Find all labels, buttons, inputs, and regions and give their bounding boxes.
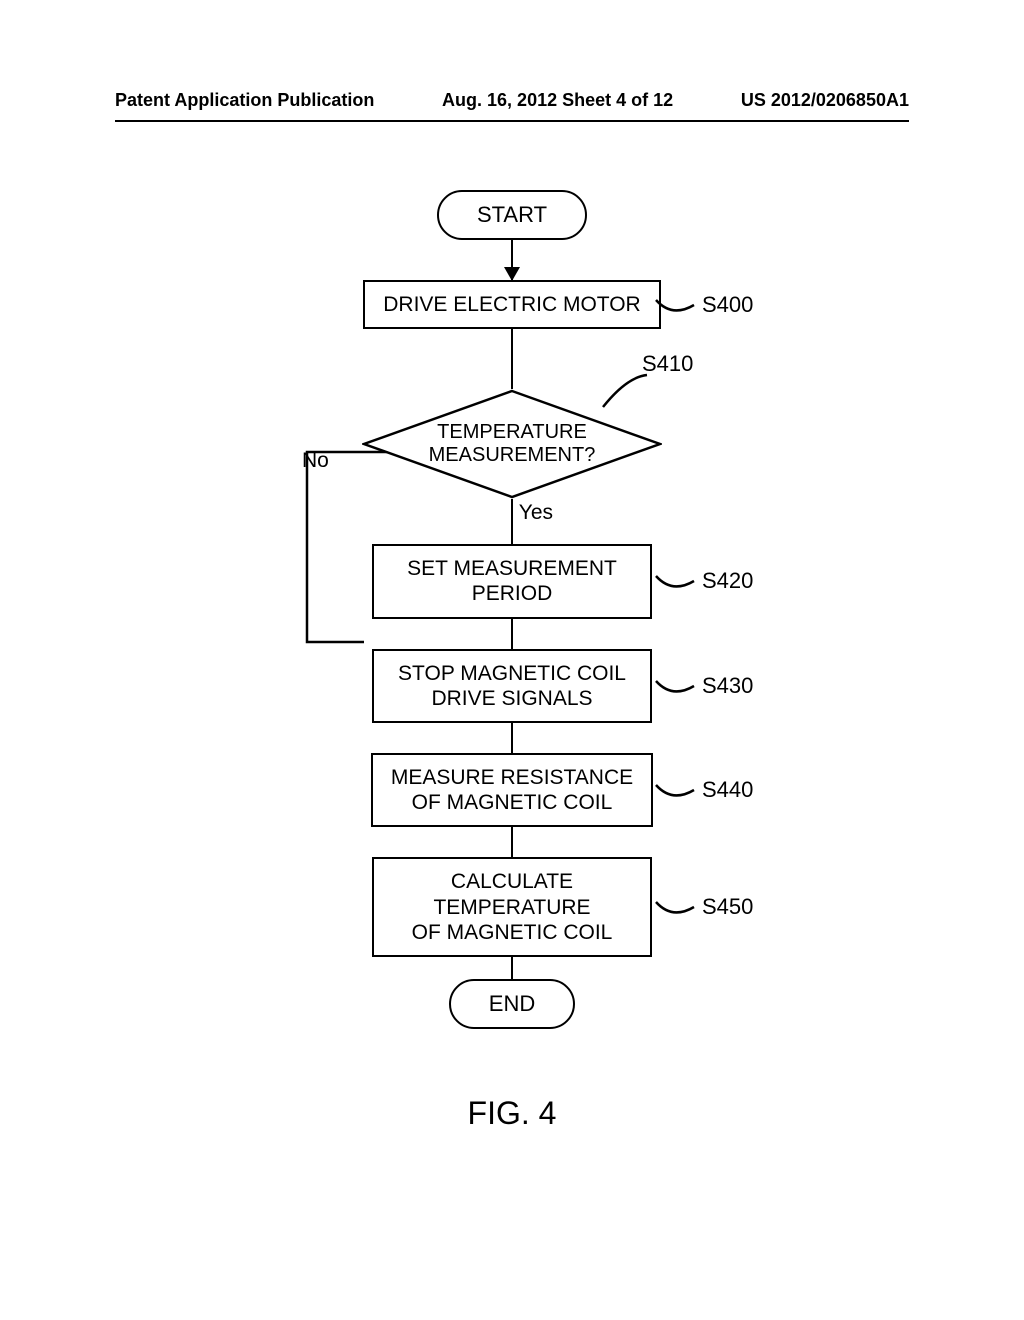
s430-line2: DRIVE SIGNALS (431, 687, 592, 710)
arrowhead-icon (504, 267, 520, 281)
yes-label: Yes (519, 501, 553, 525)
s450-row: CALCULATE TEMPERATURE OF MAGNETIC COIL S… (0, 857, 1024, 957)
s430-process: STOP MAGNETIC COIL DRIVE SIGNALS (372, 649, 652, 723)
connector-s440-s450 (511, 827, 514, 857)
s400-process: DRIVE ELECTRIC MOTOR (363, 280, 660, 329)
s410-line1: TEMPERATURE (437, 421, 587, 443)
s430-label: S430 (702, 673, 753, 699)
start-row: START (0, 190, 1024, 240)
header-center: Aug. 16, 2012 Sheet 4 of 12 (442, 90, 673, 111)
s450-line3: OF MAGNETIC COIL (412, 921, 613, 944)
s440-line2: OF MAGNETIC COIL (412, 791, 613, 814)
s410-line2: MEASUREMENT? (429, 444, 596, 466)
s410-text: TEMPERATURE MEASUREMENT? (429, 421, 596, 467)
s440-row: MEASURE RESISTANCE OF MAGNETIC COIL S440 (0, 753, 1024, 827)
no-label: No (302, 449, 329, 473)
start-terminal: START (437, 190, 587, 240)
s420-row: SET MEASUREMENT PERIOD S420 (0, 544, 1024, 618)
connector-s430-s440 (511, 723, 514, 753)
end-row: END (0, 979, 1024, 1029)
s440-label: S440 (702, 777, 753, 803)
header-left: Patent Application Publication (115, 90, 374, 111)
flowchart: START DRIVE ELECTRIC MOTOR S400 S410 TEM… (0, 190, 1024, 1029)
s420-process: SET MEASUREMENT PERIOD (372, 544, 652, 618)
s440-line1: MEASURE RESISTANCE (391, 766, 633, 789)
header-rule (115, 120, 909, 122)
s410-label: S410 (642, 351, 693, 377)
s430-row: STOP MAGNETIC COIL DRIVE SIGNALS S430 (0, 649, 1024, 723)
s410-decision: TEMPERATURE MEASUREMENT? (362, 389, 662, 499)
end-terminal: END (449, 979, 575, 1029)
page-header: Patent Application Publication Aug. 16, … (0, 90, 1024, 111)
s450-line2: TEMPERATURE (433, 896, 590, 919)
header-right: US 2012/0206850A1 (741, 90, 909, 111)
connector-s450-end (511, 957, 514, 979)
s400-row: DRIVE ELECTRIC MOTOR S400 (0, 280, 1024, 329)
figure-label: FIG. 4 (468, 1095, 557, 1132)
s430-line1: STOP MAGNETIC COIL (398, 662, 626, 685)
connector-s410-s420: Yes (511, 499, 514, 544)
s450-process: CALCULATE TEMPERATURE OF MAGNETIC COIL (372, 857, 652, 957)
connector-start-s400 (511, 240, 514, 280)
s450-line1: CALCULATE (451, 870, 573, 893)
s420-line2: PERIOD (472, 582, 553, 605)
s450-label: S450 (702, 894, 753, 920)
s440-process: MEASURE RESISTANCE OF MAGNETIC COIL (371, 753, 653, 827)
s420-label: S420 (702, 568, 753, 594)
connector-s420-s430 (511, 619, 514, 649)
s410-row: S410 TEMPERATURE MEASUREMENT? No (0, 389, 1024, 499)
s420-line1: SET MEASUREMENT (407, 557, 617, 580)
s400-label: S400 (702, 292, 753, 318)
connector-s400-s410 (511, 329, 514, 389)
